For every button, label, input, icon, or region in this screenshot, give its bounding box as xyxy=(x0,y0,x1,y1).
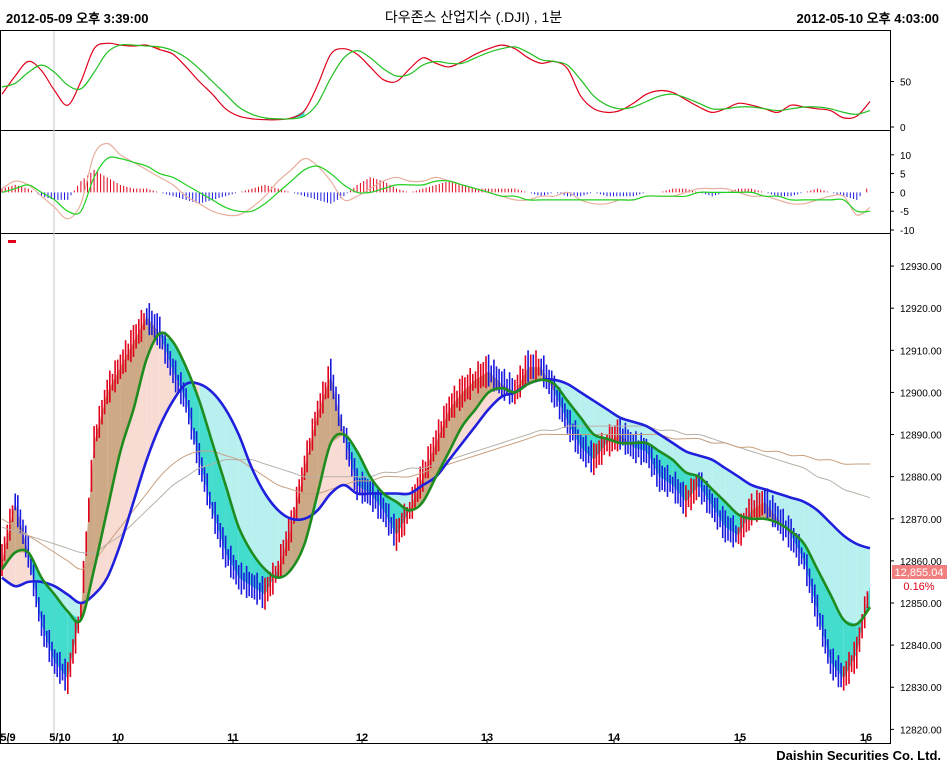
ma-cloud xyxy=(396,493,410,511)
ma-cloud xyxy=(685,451,699,477)
time-axis-label: 10 xyxy=(112,732,124,744)
chart-title: 다우존스 산업지수 (.DJI) , 1분 xyxy=(384,9,563,25)
price-ma-fill xyxy=(212,443,226,553)
ma-cloud xyxy=(330,434,344,494)
macd-line-main xyxy=(1,156,871,215)
time-axis-label: 16 xyxy=(860,732,872,744)
start-time: 2012-05-09 오후 3:39:00 xyxy=(6,11,149,26)
price-axis-tick-label: 12920.00 xyxy=(900,304,942,315)
last-change-label: 0.16% xyxy=(903,581,934,593)
long-ma-line-1 xyxy=(1,433,870,570)
price-axis-tick-label: 12900.00 xyxy=(900,388,942,399)
fast-ma-line xyxy=(0,331,872,627)
time-axis-label: 12 xyxy=(356,732,368,744)
time-axis-label: 5/10 xyxy=(49,732,70,744)
stochastic-fill xyxy=(94,43,107,72)
ma-cloud xyxy=(843,535,857,625)
stochastic-line-d xyxy=(1,43,871,120)
ma-cloud xyxy=(804,501,818,570)
end-time: 2012-05-10 오후 4:03:00 xyxy=(796,11,939,26)
price-ma-fill xyxy=(199,400,213,511)
ma-cloud xyxy=(725,468,739,515)
macd-axis-tick-label: 0 xyxy=(900,188,906,199)
price-axis-tick-label: 12860.00 xyxy=(900,557,942,568)
price-axis-tick-label: 12830.00 xyxy=(900,683,942,694)
ma-cloud xyxy=(107,451,121,578)
last-price-label: 12,855.04 xyxy=(895,567,944,579)
macd-axis-tick-label: -10 xyxy=(900,226,915,237)
stochastic-line-k xyxy=(1,42,871,121)
price-ma-fill xyxy=(15,501,29,553)
time-axis-label: 13 xyxy=(481,732,493,744)
price-axis-tick-label: 12870.00 xyxy=(900,515,942,526)
ma-cloud xyxy=(475,392,489,427)
ma-cloud xyxy=(265,493,279,578)
price-ma-fill xyxy=(620,434,634,448)
stochastic-axis-tick-label: 50 xyxy=(900,78,912,89)
stochastic-fill xyxy=(199,69,212,94)
price-axis-tick-label: 12850.00 xyxy=(900,599,942,610)
ma-cloud xyxy=(15,552,29,587)
ma-cloud xyxy=(146,333,160,460)
ma-cloud xyxy=(580,392,594,435)
brand-footer: Daishin Securities Co. Ltd. xyxy=(776,748,941,763)
ma-cloud xyxy=(462,409,476,443)
signal-marker xyxy=(8,240,16,243)
price-ma-fill xyxy=(41,577,55,662)
stochastic-fill xyxy=(212,82,225,109)
chart-header: 2012-05-09 오후 3:39:00 다우존스 산업지수 (.DJI) ,… xyxy=(0,0,947,30)
stochastic-fill xyxy=(318,54,331,103)
last-price-tag xyxy=(892,565,947,579)
time-axis-label: 5/9 xyxy=(0,732,15,744)
price-axis-tick-label: 12820.00 xyxy=(900,725,942,736)
time-axis-label: 11 xyxy=(227,732,239,744)
ma-cloud xyxy=(238,434,252,553)
time-axis-label: 14 xyxy=(608,732,621,744)
price-ma-fill xyxy=(817,569,831,662)
price-ma-fill xyxy=(304,413,318,544)
macd-axis-tick-label: -5 xyxy=(900,207,909,218)
stochastic-axis-tick-label: 0 xyxy=(900,123,906,134)
price-panel-frame xyxy=(0,233,891,744)
time-axis-label: 15 xyxy=(734,732,746,744)
price-axis-tick-label: 12890.00 xyxy=(900,431,942,442)
ma-cloud xyxy=(251,468,265,570)
price-axis-tick-label: 12930.00 xyxy=(900,262,942,273)
ma-cloud xyxy=(830,523,844,620)
ma-cloud xyxy=(225,409,239,528)
macd-axis-tick-label: 10 xyxy=(900,151,912,162)
price-axis-tick-label: 12880.00 xyxy=(900,473,942,484)
macd-axis-tick-label: 5 xyxy=(900,170,906,181)
macd-line-signal xyxy=(1,142,871,220)
ma-cloud xyxy=(212,392,226,486)
macd-panel-frame xyxy=(0,130,891,234)
ma-cloud xyxy=(567,384,581,418)
price-axis-tick-label: 12910.00 xyxy=(900,346,942,357)
ma-cloud xyxy=(2,552,16,587)
price-axis-tick-label: 12840.00 xyxy=(900,641,942,652)
ma-cloud xyxy=(699,455,713,490)
ma-cloud xyxy=(593,400,607,439)
price-ma-fill xyxy=(107,367,121,511)
